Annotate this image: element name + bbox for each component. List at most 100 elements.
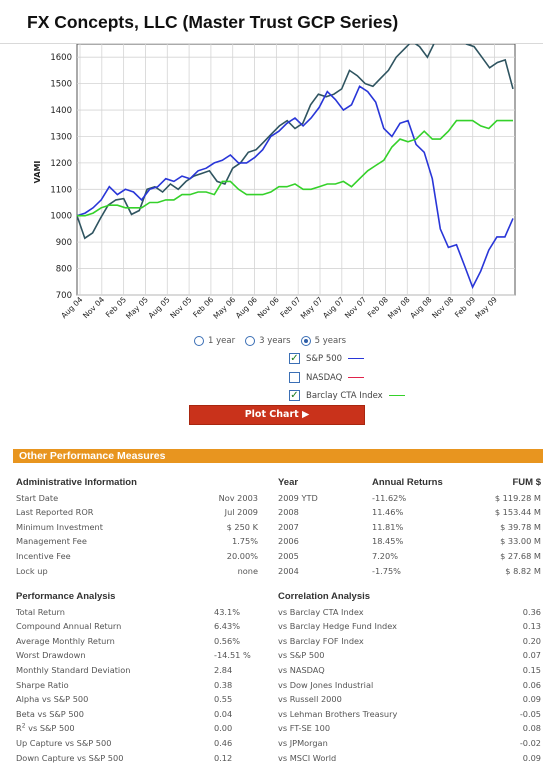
series-line-1 xyxy=(77,85,514,290)
analysis-row: Monthly Standard Deviation 2.84 vs NASDAQ 0… xyxy=(16,663,543,678)
annual-return: -1.75% xyxy=(372,565,401,576)
annual-return: 11.81% xyxy=(372,521,404,532)
series-line-0 xyxy=(77,44,514,240)
analysis-correlation-table: Performance Analysis Correlation Analysi… xyxy=(16,590,543,765)
annual-return: 11.46% xyxy=(372,507,404,518)
correlation-value: 0.20 xyxy=(522,635,541,646)
analysis-label: Sharpe Ratio xyxy=(16,679,69,690)
x-tick-label: May 07 xyxy=(299,295,325,321)
legend-item-sp500[interactable]: ✓ S&P 500 xyxy=(289,353,365,364)
analysis-label: Monthly Standard Deviation xyxy=(16,664,131,675)
admin-header: Administrative Information xyxy=(16,477,137,488)
admin-row: Lock up none 2004 -1.75% $ 8.82 M xyxy=(16,564,543,579)
annual-return: 7.20% xyxy=(372,550,399,561)
correlation-value: -0.05 xyxy=(519,708,541,719)
annual-year: 2006 xyxy=(278,536,299,547)
analysis-label: Down Capture vs S&P 500 xyxy=(16,752,124,763)
annual-fum: $ 8.82 M xyxy=(505,565,541,576)
analysis-row: Sharpe Ratio 0.38 vs Dow Jones Industrial 0… xyxy=(16,678,543,693)
period-option-1y[interactable]: 1 year xyxy=(194,336,235,346)
analysis-row: R2 vs S&P 500 0.00 vs FT-SE 100 0.08 xyxy=(16,721,543,736)
legend-item-nasdaq[interactable]: NASDAQ xyxy=(289,372,365,383)
correlation-label: vs NASDAQ xyxy=(278,664,325,675)
analysis-row: Worst Drawdown -14.51 % vs S&P 500 0.07 xyxy=(16,648,543,663)
period-label-3y: 3 years xyxy=(259,336,291,346)
correlation-value: 0.09 xyxy=(522,752,541,763)
analysis-row: Total Return 43.1% vs Barclay CTA Index 0.3… xyxy=(16,605,543,620)
y-tick-label: 1600 xyxy=(50,53,72,63)
analysis-label: R2 vs S&P 500 xyxy=(16,722,75,734)
analysis-value: 6.43% xyxy=(214,621,241,632)
plot-chart-button[interactable]: Plot Chart ▶ xyxy=(189,405,365,425)
analysis-value: 0.38 xyxy=(214,679,233,690)
x-tick-label: Aug 07 xyxy=(321,295,346,320)
y-tick-label: 1400 xyxy=(50,106,72,116)
correlation-label: vs JPMorgan xyxy=(278,737,328,748)
correlation-label: vs Dow Jones Industrial xyxy=(278,679,374,690)
period-selector: 1 year 3 years 5 years xyxy=(194,336,352,346)
analysis-value: 0.55 xyxy=(214,694,233,705)
analysis-value: 0.00 xyxy=(214,723,233,734)
radio-3-years[interactable] xyxy=(245,336,256,346)
analysis-label: Alpha vs S&P 500 xyxy=(16,694,89,705)
correlation-value: 0.08 xyxy=(522,723,541,734)
admin-row: Start Date Nov 2003 2009 YTD -11.62% $ 119.2… xyxy=(16,491,543,506)
annual-year: 2007 xyxy=(278,521,299,532)
analysis-row: Compound Annual Return 6.43% vs Barclay He… xyxy=(16,619,543,634)
analysis-label: Up Capture vs S&P 500 xyxy=(16,737,112,748)
analysis-value: 0.04 xyxy=(214,708,233,719)
legend-item-barclay-cta[interactable]: ✓ Barclay CTA Index xyxy=(289,390,405,401)
fum-header: FUM $ xyxy=(512,477,542,488)
admin-value: Jul 2009 xyxy=(224,507,258,518)
x-tick-label: Nov 08 xyxy=(430,295,455,320)
x-tick-label: Nov 05 xyxy=(168,295,193,320)
correlation-value: 0.15 xyxy=(522,664,541,675)
analysis-value: 2.84 xyxy=(214,664,233,675)
checkbox-sp500[interactable]: ✓ xyxy=(289,353,300,364)
analysis-value: 0.46 xyxy=(214,737,233,748)
admin-value: 20.00% xyxy=(226,550,258,561)
admin-label: Minimum Investment xyxy=(16,521,103,532)
legend-label-nasdaq: NASDAQ xyxy=(306,372,343,383)
admin-value: 1.75% xyxy=(231,536,258,547)
period-label-5y: 5 years xyxy=(314,336,347,346)
x-tick-label: Aug 05 xyxy=(147,295,172,320)
legend-swatch-barclay-cta xyxy=(388,395,405,396)
y-tick-label: 800 xyxy=(56,265,72,275)
radio-5-years[interactable] xyxy=(300,336,311,346)
checkbox-nasdaq[interactable] xyxy=(289,372,300,383)
analysis-row: Down Capture vs S&P 500 0.12 vs MSCI World… xyxy=(16,751,543,766)
annual-fum: $ 33.00 M xyxy=(500,536,541,547)
correlation-label: vs Lehman Brothers Treasury xyxy=(278,708,398,719)
checkbox-barclay-cta[interactable]: ✓ xyxy=(289,390,300,401)
y-tick-label: 1000 xyxy=(50,212,72,222)
radio-1-year[interactable] xyxy=(194,336,204,346)
analysis-value: -14.51 % xyxy=(214,650,251,661)
correlation-value: 0.07 xyxy=(522,650,541,661)
year-header: Year xyxy=(278,477,299,488)
analysis-label: Total Return xyxy=(16,606,65,617)
x-tick-label: May 05 xyxy=(124,295,150,321)
x-tick-label: May 06 xyxy=(211,295,237,321)
legend-label-barclay-cta: Barclay CTA Index xyxy=(306,390,383,401)
period-option-5y[interactable]: 5 years xyxy=(300,336,347,346)
x-tick-label: Nov 04 xyxy=(81,295,106,320)
other-performance-header: Other Performance Measures xyxy=(13,449,543,463)
annual-year: 2005 xyxy=(278,550,299,561)
analysis-row: Average Monthly Return 0.56% vs Barclay FO… xyxy=(16,634,543,649)
annual-return: -11.62% xyxy=(372,492,407,503)
admin-value: $ 250 K xyxy=(226,521,258,532)
x-tick-label: Aug 08 xyxy=(408,295,433,320)
x-tick-label: May 09 xyxy=(473,295,499,321)
correlation-value: 0.13 xyxy=(522,621,541,632)
correlation-label: vs S&P 500 xyxy=(278,650,325,661)
analysis-row: Up Capture vs S&P 500 0.46 vs JPMorgan -0.0… xyxy=(16,736,543,751)
analysis-value: 0.12 xyxy=(214,752,233,763)
period-option-3y[interactable]: 3 years xyxy=(245,336,291,346)
correlation-value: 0.09 xyxy=(522,694,541,705)
analysis-value: 0.56% xyxy=(214,635,241,646)
annual-year: 2008 xyxy=(278,507,299,518)
annual-fum: $ 27.68 M xyxy=(500,550,541,561)
y-tick-label: 900 xyxy=(56,238,72,248)
annual-year: 2004 xyxy=(278,565,299,576)
